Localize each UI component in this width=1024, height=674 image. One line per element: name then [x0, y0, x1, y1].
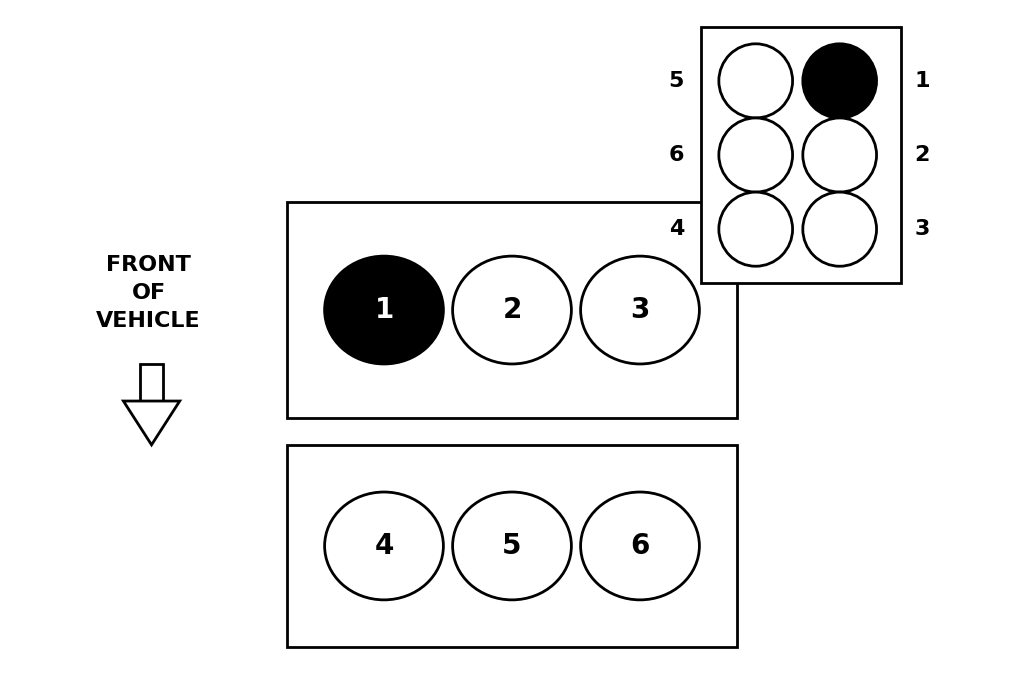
- Bar: [140, 364, 163, 401]
- Ellipse shape: [325, 256, 443, 364]
- Bar: [287, 202, 737, 418]
- Text: 6: 6: [631, 532, 649, 560]
- Ellipse shape: [719, 118, 793, 192]
- Ellipse shape: [803, 118, 877, 192]
- Text: 3: 3: [631, 296, 649, 324]
- Ellipse shape: [325, 492, 443, 600]
- Text: FRONT
OF
VEHICLE: FRONT OF VEHICLE: [96, 255, 201, 331]
- Text: 5: 5: [502, 532, 522, 560]
- Bar: [287, 445, 737, 647]
- Ellipse shape: [453, 492, 571, 600]
- Ellipse shape: [581, 492, 699, 600]
- Text: 1: 1: [914, 71, 930, 91]
- Ellipse shape: [719, 192, 793, 266]
- Ellipse shape: [719, 44, 793, 118]
- Text: 6: 6: [669, 145, 684, 165]
- Ellipse shape: [803, 192, 877, 266]
- Bar: [701, 27, 901, 283]
- Text: 2: 2: [503, 296, 521, 324]
- Text: 5: 5: [669, 71, 684, 91]
- Ellipse shape: [803, 44, 877, 118]
- Ellipse shape: [581, 256, 699, 364]
- Text: 2: 2: [914, 145, 930, 165]
- Text: 4: 4: [375, 532, 393, 560]
- Polygon shape: [123, 401, 180, 445]
- Text: 3: 3: [914, 219, 930, 239]
- Text: 4: 4: [669, 219, 684, 239]
- Text: 1: 1: [375, 296, 393, 324]
- Ellipse shape: [453, 256, 571, 364]
